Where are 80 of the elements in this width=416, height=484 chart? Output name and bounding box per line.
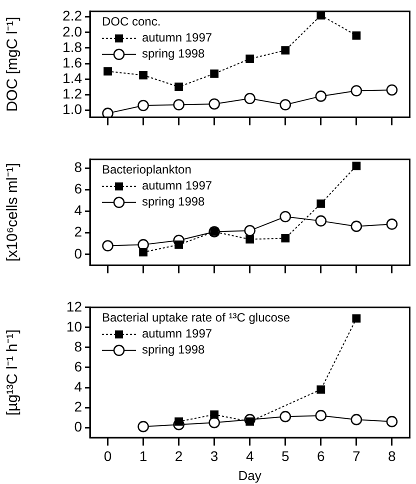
point: [208, 98, 220, 110]
x-tick-label: 7: [352, 448, 361, 464]
point: [173, 99, 184, 110]
legend-label: spring 1998: [142, 46, 206, 61]
point: [138, 100, 149, 112]
y-tick-label: 2: [74, 224, 82, 240]
legend-title: Bacterial uptake rate of ¹³C glucose: [102, 310, 290, 325]
y-tick-label: 1.4: [62, 70, 82, 86]
y-tick-label: 8: [74, 158, 82, 175]
point: [315, 90, 327, 102]
y-tick-label: 8: [74, 338, 82, 354]
point: [315, 215, 327, 227]
point: [352, 314, 361, 323]
x-tick-label: 6: [316, 448, 325, 464]
point: [386, 84, 398, 96]
point: [139, 71, 148, 80]
y-tick-label: 2: [74, 398, 82, 414]
point: [246, 54, 254, 64]
point: [280, 210, 292, 222]
y-tick-label: 0: [74, 418, 82, 434]
point: [281, 234, 290, 242]
point: [174, 417, 183, 426]
legend-label: spring 1998: [142, 194, 206, 209]
legend-label: spring 1998: [142, 342, 206, 357]
point: [280, 410, 292, 422]
x-tick-label: 8: [388, 448, 396, 464]
y-tick-label: 6: [74, 180, 82, 196]
point: [174, 240, 183, 249]
point: [138, 420, 149, 432]
point: [316, 385, 326, 394]
point: [350, 220, 362, 232]
y-axis-title: [µg¹³C l⁻¹ h⁻¹]: [4, 329, 22, 416]
point: [280, 99, 292, 110]
y-tick-label: 1.2: [62, 86, 82, 102]
y-tick-label: 1.0: [62, 101, 82, 118]
point: [386, 218, 398, 230]
y-axis-title: DOC [mgC l⁻¹]: [4, 16, 22, 112]
y-tick-label: 2.2: [62, 8, 82, 24]
x-tick-label: 4: [246, 448, 254, 464]
legend-label: autumn 1997: [142, 30, 212, 45]
x-tick-label: 5: [281, 448, 290, 464]
point: [281, 46, 290, 54]
y-tick-label: 4: [74, 202, 82, 218]
point: [244, 92, 256, 104]
y-tick-label: 1.8: [62, 38, 82, 55]
y-tick-label: 2.0: [62, 23, 82, 40]
point: [104, 67, 112, 76]
y-tick-label: 12: [66, 298, 82, 314]
point: [174, 82, 183, 92]
x-tick-label: 3: [210, 448, 218, 464]
legend-title: DOC conc.: [102, 14, 161, 29]
point: [244, 225, 256, 236]
point: [386, 416, 398, 428]
legend-label: autumn 1997: [142, 326, 212, 341]
x-tick-label: 2: [174, 448, 183, 464]
point: [316, 199, 326, 208]
x-axis-title: Day: [238, 468, 262, 483]
point: [139, 248, 148, 256]
point: [352, 31, 361, 40]
y-tick-label: 1.6: [62, 54, 82, 70]
point: [350, 85, 362, 96]
x-tick-label: 1: [139, 448, 148, 464]
y-tick-label: 4: [74, 378, 82, 394]
legend-label: autumn 1997: [142, 178, 212, 193]
y-axis-title: [x10⁶cells ml⁻¹]: [4, 162, 22, 262]
point: [102, 108, 114, 118]
point: [315, 410, 327, 422]
point: [246, 417, 254, 426]
point: [246, 235, 254, 244]
y-tick-label: 0: [74, 245, 82, 262]
legend-title: Bacterioplankton: [102, 162, 192, 177]
y-tick-label: 10: [66, 318, 82, 334]
x-tick-label: 0: [104, 448, 112, 464]
point: [210, 69, 219, 78]
point: [102, 240, 114, 252]
point: [352, 162, 361, 170]
point: [210, 410, 219, 419]
point: [350, 414, 362, 426]
point: [316, 11, 326, 20]
y-tick-label: 6: [74, 358, 82, 374]
